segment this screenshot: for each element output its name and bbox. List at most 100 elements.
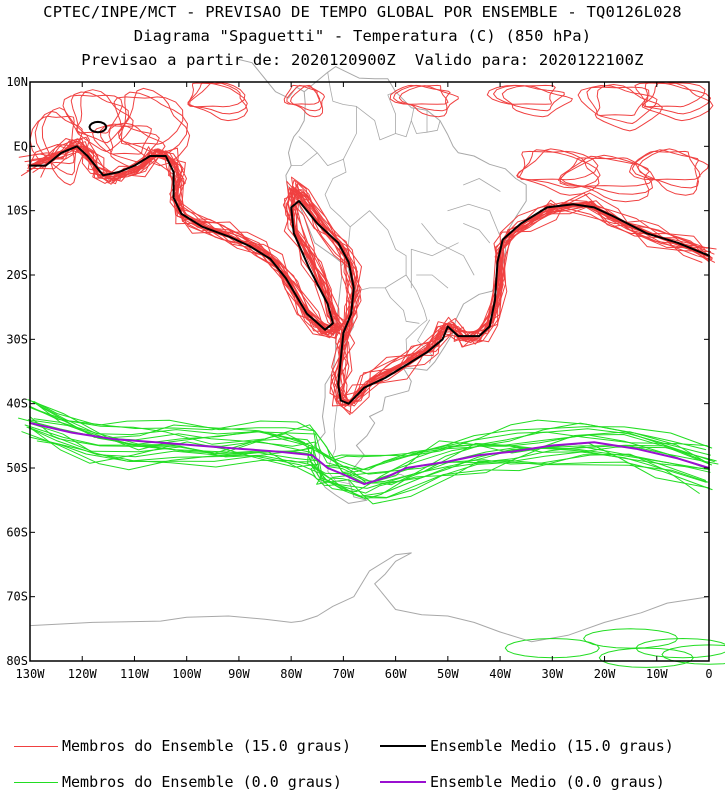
legend-label-mean-15: Ensemble Medio (15.0 graus) — [430, 737, 674, 755]
member-15-contour-12 — [26, 139, 717, 404]
member-15-loop-4-1 — [393, 84, 451, 112]
member-15-contour-19 — [40, 138, 710, 414]
lon-label: 60W — [385, 667, 407, 681]
lon-label: 120W — [68, 667, 98, 681]
member-0-contour-16 — [28, 427, 711, 484]
member-15-contour-8 — [36, 138, 703, 404]
member-15-loop-12-2 — [108, 122, 166, 170]
member-15-contour-16 — [30, 148, 706, 409]
antarctic-peninsula-coastline — [316, 552, 501, 633]
member-15-contour-15 — [27, 145, 709, 404]
member-0-polar-loop-4 — [661, 644, 725, 665]
lon-label: 0 — [705, 667, 712, 681]
member-15-contour-3 — [27, 144, 708, 407]
member-15-loop-1-0 — [113, 96, 184, 145]
member-15-loop-7-1 — [642, 81, 711, 115]
legend-label-mean-0: Ensemble Medio (0.0 graus) — [430, 773, 665, 791]
country-border-14 — [421, 223, 475, 276]
lon-label: 20W — [594, 667, 616, 681]
antarctic-shelf-coastline — [29, 615, 318, 627]
lat-label: 60S — [6, 525, 28, 539]
antarctic-east-coastline — [499, 596, 710, 643]
member-15-loop-11-1 — [34, 110, 83, 176]
country-border-15 — [463, 178, 501, 192]
member-15-loop-5-1 — [493, 84, 565, 112]
member-15-contour-2 — [32, 138, 703, 406]
ensemble-mean-0-line — [29, 422, 710, 486]
member-15-loop-8-0 — [519, 150, 599, 181]
lon-label: 50W — [437, 667, 459, 681]
member-15-contour-6 — [30, 148, 715, 407]
lat-label: EQ — [14, 139, 28, 153]
legend-swatch-green-line — [14, 781, 58, 783]
lon-label: 80W — [280, 667, 302, 681]
member-0-polar-loop-0 — [504, 638, 600, 659]
member-0-contour-6 — [28, 406, 707, 459]
member-0-contour-10 — [33, 418, 717, 482]
member-15-contour-13 — [37, 145, 706, 404]
lat-label: 10N — [6, 75, 28, 89]
country-border-16 — [463, 223, 490, 244]
member-0-contour-4 — [31, 407, 712, 475]
country-border-13 — [410, 242, 459, 289]
member-15-contour-17 — [24, 143, 715, 405]
lon-label: 100W — [172, 667, 202, 681]
member-15-contour-14 — [33, 146, 710, 398]
member-15-loop-3-0 — [283, 84, 321, 105]
member-15-loop-7-2 — [641, 81, 714, 122]
member-0-contour-5 — [33, 401, 715, 470]
lat-label: 20S — [6, 268, 28, 282]
lon-label: 40W — [489, 667, 511, 681]
legend-swatch-red-line — [14, 745, 58, 747]
country-border-6 — [327, 290, 357, 485]
lat-label: 50S — [6, 461, 28, 475]
south-america-coastline — [285, 66, 527, 504]
ensemble-mean-layer — [29, 120, 710, 486]
member-15-loop-10-2 — [637, 148, 709, 196]
ensemble-mean-15-line — [29, 145, 710, 405]
lat-label: 40S — [6, 397, 28, 411]
country-border-8 — [395, 120, 441, 138]
member-15-loop-0-2 — [75, 89, 134, 152]
legend-swatch-purple-line — [380, 781, 426, 783]
title-line-3: Previsao a partir de: 2020120900Z Valido… — [81, 51, 644, 69]
member-15-loop-12-0 — [92, 125, 152, 155]
legend-item-members-15: Membros do Ensemble (15.0 graus) — [14, 736, 351, 756]
member-15-loop-9-1 — [558, 155, 653, 195]
legend-item-members-0: Membros do Ensemble (0.0 graus) — [14, 772, 342, 792]
member-15-loop-6-0 — [577, 86, 650, 116]
lon-label: 130W — [16, 667, 46, 681]
legend-label-members-0: Membros do Ensemble (0.0 graus) — [62, 773, 342, 791]
lon-label: 110W — [120, 667, 150, 681]
member-15-loop-2-0 — [187, 82, 246, 108]
member-15-loop-3-1 — [286, 84, 323, 112]
country-border-17 — [416, 274, 449, 289]
members-0-layer — [18, 399, 725, 668]
member-15-loop-2-1 — [187, 81, 248, 115]
member-15-loop-6-2 — [594, 84, 663, 132]
member-0-contour-13 — [33, 401, 713, 461]
country-border-4 — [384, 287, 420, 324]
member-0-contour-19 — [29, 405, 708, 473]
member-15-loop-2-2 — [189, 81, 248, 122]
member-15-loop-5-0 — [486, 84, 556, 105]
lat-label: 70S — [6, 590, 28, 604]
map-frame — [29, 81, 710, 662]
member-15-loop-7-0 — [634, 82, 706, 108]
ensemble-mean-15-loop — [88, 120, 108, 134]
members-15-layer — [18, 81, 717, 416]
member-15-loop-11-2 — [41, 107, 90, 186]
legend-item-mean-0: Ensemble Medio (0.0 graus) — [380, 772, 665, 792]
title-line-1: CPTEC/INPE/MCT - PREVISAO DE TEMPO GLOBA… — [43, 3, 682, 21]
member-15-contour-10 — [28, 145, 708, 406]
lon-label: 70W — [333, 667, 355, 681]
member-15-loop-6-1 — [586, 85, 658, 124]
lat-label: 80S — [6, 654, 28, 668]
member-15-loop-4-2 — [398, 85, 459, 118]
member-0-contour-3 — [18, 417, 702, 484]
lon-label: 10W — [646, 667, 668, 681]
legend: Membros do Ensemble (15.0 graus) Ensembl… — [0, 730, 725, 792]
member-15-loop-10-0 — [629, 150, 701, 181]
